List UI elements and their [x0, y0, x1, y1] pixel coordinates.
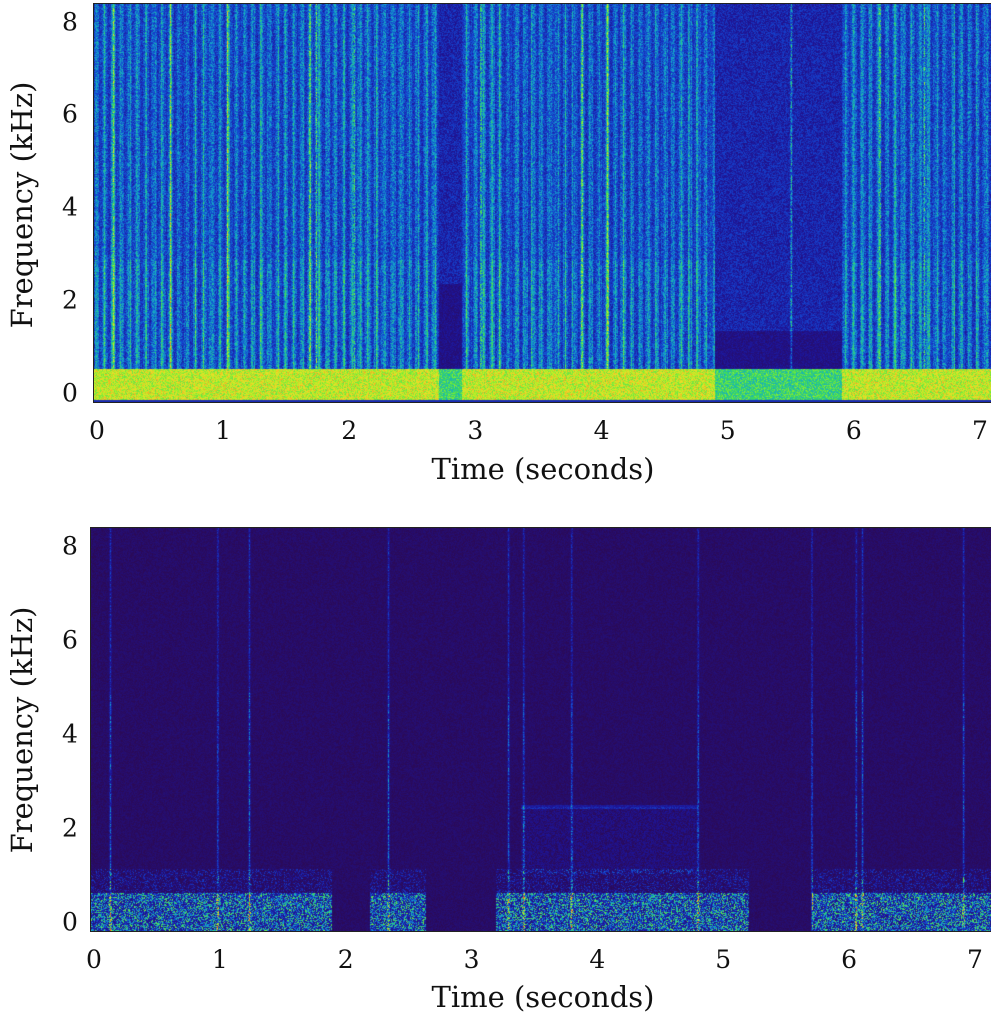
x-axis-label: Time (seconds) [431, 452, 655, 486]
y-axis-label: Frequency (kHz) [5, 81, 39, 329]
x-tick-label: 1 [215, 416, 232, 445]
x-tick-label: 3 [463, 945, 480, 974]
x-tick-label: 1 [211, 945, 228, 974]
x-tick-label: 0 [86, 945, 102, 974]
y-tick-label: 6 [62, 99, 78, 129]
y-axis-label: Frequency (kHz) [5, 606, 39, 854]
y-tick-label: 8 [62, 531, 78, 561]
y-tick-label: 2 [62, 285, 78, 315]
spectrogram-top-heatmap [93, 3, 991, 403]
x-tick-label: 6 [841, 945, 857, 974]
x-tick-label: 5 [715, 945, 732, 974]
spectrogram-bottom-heatmap [90, 527, 991, 932]
x-tick-label: 0 [89, 416, 105, 445]
y-tick-label: 2 [62, 813, 78, 843]
x-tick-label: 5 [719, 416, 736, 445]
y-tick-label: 0 [62, 907, 78, 937]
y-tick-label: 4 [62, 719, 78, 749]
x-tick-label: 2 [341, 416, 358, 445]
y-tick-label: 8 [62, 7, 78, 37]
x-tick-label: 6 [845, 416, 862, 445]
x-tick-label: 2 [337, 945, 354, 974]
x-tick-label: 7 [971, 416, 988, 445]
x-axis-label: Time (seconds) [431, 980, 655, 1014]
x-tick-label: 7 [966, 945, 983, 974]
y-tick-label: 0 [62, 378, 78, 408]
x-tick-label: 4 [589, 945, 606, 974]
y-tick-label: 6 [62, 625, 78, 655]
y-tick-label: 4 [62, 192, 78, 222]
x-tick-label: 3 [467, 416, 484, 445]
x-tick-label: 4 [593, 416, 610, 445]
